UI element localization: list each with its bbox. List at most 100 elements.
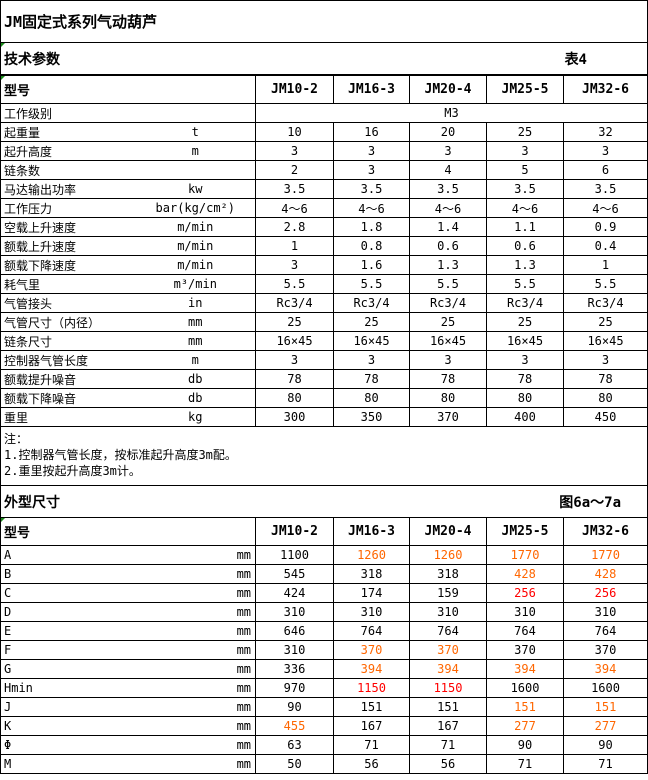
row-unit: kg xyxy=(135,407,257,427)
cell-value: 1.1 xyxy=(486,217,565,237)
cell-value: 5.5 xyxy=(255,274,335,294)
cell-value: 1.6 xyxy=(333,255,411,275)
row-label: 链条尺寸 xyxy=(0,331,136,351)
row-label: 气管尺寸（内径） xyxy=(0,312,136,332)
cell-value: 3 xyxy=(486,350,565,370)
dimension-unit: mm xyxy=(135,640,257,660)
notes-heading: 注： xyxy=(4,432,29,446)
cell-value: 1260 xyxy=(409,545,488,565)
cell-value: 1 xyxy=(255,236,335,256)
model-header-JM32-6: JM32-6 xyxy=(563,517,648,546)
cell-value: 450 xyxy=(563,407,648,427)
cell-value: 3 xyxy=(563,350,648,370)
cell-value: 4～6 xyxy=(255,198,335,218)
cell-value: 25 xyxy=(409,312,488,332)
cell-value: 970 xyxy=(255,678,335,698)
table-row: 额载下降速度 m/min 3 1.6 1.3 1.3 1 xyxy=(0,255,648,275)
row-label: 额载上升速度 xyxy=(0,236,136,256)
work-class-label: 工作级别 xyxy=(0,103,257,123)
cell-value: 5 xyxy=(486,160,565,180)
dimension-label: D xyxy=(0,602,136,622)
cell-value: 25 xyxy=(486,122,565,142)
cell-value: 4～6 xyxy=(333,198,411,218)
cell-value: 370 xyxy=(563,640,648,660)
dimension-unit: mm xyxy=(135,697,257,717)
row-label: 额载提升噪音 xyxy=(0,369,136,389)
cell-value: 2.8 xyxy=(255,217,335,237)
table-row: 马达输出功率 kw 3.5 3.5 3.5 3.5 3.5 xyxy=(0,179,648,199)
cell-value: 16×45 xyxy=(255,331,335,351)
dimension-label: A xyxy=(0,545,136,565)
model-header-JM10-2: JM10-2 xyxy=(255,517,335,546)
row-unit: m xyxy=(135,350,257,370)
cell-value: Rc3/4 xyxy=(409,293,488,313)
row-unit: m xyxy=(135,141,257,161)
dims-section-title: 外型尺寸 xyxy=(4,494,60,511)
cell-value: 764 xyxy=(409,621,488,641)
dimension-unit: mm xyxy=(135,754,257,774)
table-row: 起重量 t 10 16 20 25 32 xyxy=(0,122,648,142)
cell-value: 455 xyxy=(255,716,335,736)
cell-value: 300 xyxy=(255,407,335,427)
cell-value: Rc3/4 xyxy=(486,293,565,313)
row-unit: in xyxy=(135,293,257,313)
model-header-JM20-4: JM20-4 xyxy=(409,75,488,104)
cell-value: 3 xyxy=(255,350,335,370)
cell-value: 167 xyxy=(409,716,488,736)
cell-value: 310 xyxy=(409,602,488,622)
cell-value: 428 xyxy=(563,564,648,584)
cell-value: 1.8 xyxy=(333,217,411,237)
dimension-unit: mm xyxy=(135,678,257,698)
cell-value: 1600 xyxy=(563,678,648,698)
cell-value: 277 xyxy=(486,716,565,736)
cell-value: 80 xyxy=(563,388,648,408)
cell-value: 256 xyxy=(563,583,648,603)
table-row-work-class: 工作级别 M3 xyxy=(0,103,648,123)
cell-value: 3.5 xyxy=(333,179,411,199)
cell-value: 56 xyxy=(409,754,488,774)
cell-value: 3 xyxy=(255,141,335,161)
cell-value: 3.5 xyxy=(255,179,335,199)
cell-value: 90 xyxy=(255,697,335,717)
row-unit: kw xyxy=(135,179,257,199)
row-label: 工作压力 xyxy=(0,198,136,218)
cell-value: 90 xyxy=(486,735,565,755)
cell-value: 318 xyxy=(333,564,411,584)
notes: 注： 1.控制器气管长度，按标准起升高度3m配。 2.重里按起升高度3m计。 xyxy=(1,427,648,486)
cell-value: 80 xyxy=(409,388,488,408)
cell-value: 1770 xyxy=(486,545,565,565)
cell-value: 80 xyxy=(486,388,565,408)
cell-value: 78 xyxy=(563,369,648,389)
cell-value: 3 xyxy=(333,350,411,370)
cell-value: 71 xyxy=(563,754,648,774)
row-label: 起升高度 xyxy=(0,141,136,161)
cell-value: 80 xyxy=(333,388,411,408)
row-unit: db xyxy=(135,388,257,408)
model-header: 型号 xyxy=(0,517,257,546)
cell-value: 310 xyxy=(333,602,411,622)
cell-value: 310 xyxy=(255,640,335,660)
cell-value: 0.6 xyxy=(409,236,488,256)
dimension-unit: mm xyxy=(135,621,257,641)
model-header-JM16-3: JM16-3 xyxy=(333,517,411,546)
row-label: 空载上升速度 xyxy=(0,217,136,237)
dimension-label: C xyxy=(0,583,136,603)
tech-table-ref: 表4 xyxy=(564,51,587,68)
cell-value: 310 xyxy=(563,602,648,622)
row-unit: mm xyxy=(135,312,257,332)
cell-value: 0.8 xyxy=(333,236,411,256)
cell-value: 1770 xyxy=(563,545,648,565)
cell-value: 3 xyxy=(333,160,411,180)
tech-params-table: 型号 JM10-2 JM16-3 JM20-4 JM25-5 JM32-6 工作级别 M… xyxy=(0,75,648,427)
cell-value: 50 xyxy=(255,754,335,774)
cell-value: 71 xyxy=(486,754,565,774)
dimension-label: M xyxy=(0,754,136,774)
model-header-JM16-3: JM16-3 xyxy=(333,75,411,104)
